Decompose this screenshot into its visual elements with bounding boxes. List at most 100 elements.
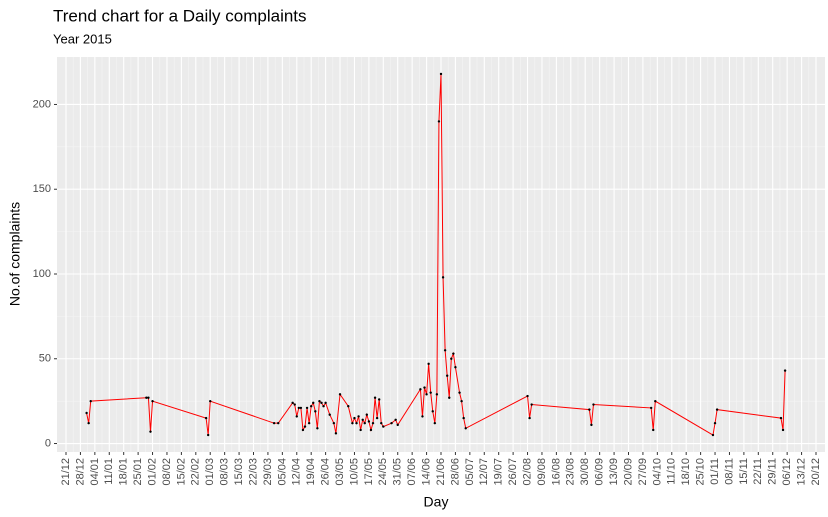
point <box>334 432 338 435</box>
x-tick-label: 06/12 <box>781 458 793 486</box>
point <box>303 425 307 428</box>
x-tick-label: 18/10 <box>680 458 692 486</box>
x-tick-label: 15/02 <box>175 458 187 486</box>
point <box>779 416 783 420</box>
point <box>277 421 280 425</box>
x-tick-label: 20/12 <box>810 458 822 486</box>
x-tick-label: 08/03 <box>219 458 231 486</box>
point <box>443 349 447 352</box>
point <box>382 425 385 428</box>
x-tick-label: 22/02 <box>190 458 202 486</box>
x-tick-label: 29/11 <box>767 458 779 485</box>
point <box>592 403 595 406</box>
x-tick-label: 03/05 <box>334 458 346 486</box>
point <box>324 401 327 405</box>
point <box>347 405 350 408</box>
point <box>85 411 88 415</box>
point <box>367 420 371 423</box>
point <box>715 408 719 411</box>
point <box>588 408 591 411</box>
x-tick-label: 20/09 <box>622 458 634 486</box>
x-tick-label: 01/11 <box>709 458 721 485</box>
y-tick-label: 150 <box>33 183 51 195</box>
point <box>295 415 298 418</box>
point <box>783 369 787 372</box>
x-tick-label: 11/01 <box>103 458 115 485</box>
x-tick-label: 15/03 <box>233 458 245 486</box>
x-tick-label: 08/02 <box>161 458 173 486</box>
x-tick-label: 21/12 <box>60 458 72 486</box>
point <box>448 396 451 399</box>
point <box>530 403 533 406</box>
x-tick-label: 25/10 <box>695 458 707 486</box>
x-tick-label: 17/05 <box>363 458 375 486</box>
point <box>361 418 364 421</box>
x-tick-label: 28/12 <box>74 458 86 486</box>
x-tick-label: 25/01 <box>132 458 144 486</box>
x-tick-label: 04/10 <box>651 458 663 486</box>
point <box>377 398 381 401</box>
point <box>464 427 467 430</box>
point <box>147 396 150 399</box>
x-tick-label: 05/04 <box>276 458 288 486</box>
x-tick-label: 29/03 <box>262 458 274 486</box>
point <box>431 410 434 413</box>
point <box>145 396 148 399</box>
point <box>309 405 313 408</box>
point <box>373 396 377 399</box>
x-tick-label: 19/04 <box>305 458 317 486</box>
point <box>711 433 715 437</box>
x-tick-label: 01/02 <box>146 458 158 486</box>
x-tick-label: 22/03 <box>247 458 259 486</box>
point <box>332 421 336 425</box>
y-tick-label: 100 <box>33 268 51 280</box>
point <box>353 416 356 420</box>
x-tick-label: 09/08 <box>536 458 548 486</box>
point <box>312 401 315 405</box>
x-tick-label: 11/10 <box>666 458 678 485</box>
point <box>369 428 373 432</box>
chart-title: Trend chart for a Daily complaints <box>53 6 307 25</box>
point <box>359 428 362 432</box>
point <box>272 421 276 425</box>
point <box>375 416 379 420</box>
point <box>338 393 342 396</box>
point <box>654 399 657 403</box>
point <box>435 393 439 396</box>
point <box>450 357 453 360</box>
point <box>151 399 154 403</box>
point <box>462 416 465 420</box>
point <box>439 72 443 76</box>
point <box>322 405 325 408</box>
y-tick-label: 200 <box>33 98 51 110</box>
x-tick-label: 13/12 <box>795 458 807 486</box>
point <box>291 401 294 405</box>
point <box>437 120 441 123</box>
point <box>320 401 323 405</box>
line <box>86 73 786 436</box>
x-tick-label: 12/04 <box>291 458 303 486</box>
point <box>328 413 331 416</box>
x-tick-label: 23/08 <box>565 458 577 486</box>
point <box>590 423 593 427</box>
x-tick-label: 02/08 <box>521 458 533 486</box>
x-tick-label: 24/05 <box>377 458 389 486</box>
x-tick-label: 12/07 <box>478 458 490 486</box>
point <box>307 421 311 425</box>
point <box>365 413 369 416</box>
point <box>351 421 354 425</box>
chart-subtitle: Year 2015 <box>53 31 112 46</box>
point <box>458 391 461 394</box>
point <box>429 391 432 394</box>
point <box>206 433 210 437</box>
point <box>423 386 426 389</box>
x-tick-label: 18/01 <box>118 458 130 486</box>
point <box>528 416 531 420</box>
point <box>316 427 319 430</box>
point <box>87 421 90 425</box>
point <box>89 399 92 403</box>
point <box>209 399 212 403</box>
point <box>357 415 360 418</box>
y-tick-label: 0 <box>45 437 51 449</box>
